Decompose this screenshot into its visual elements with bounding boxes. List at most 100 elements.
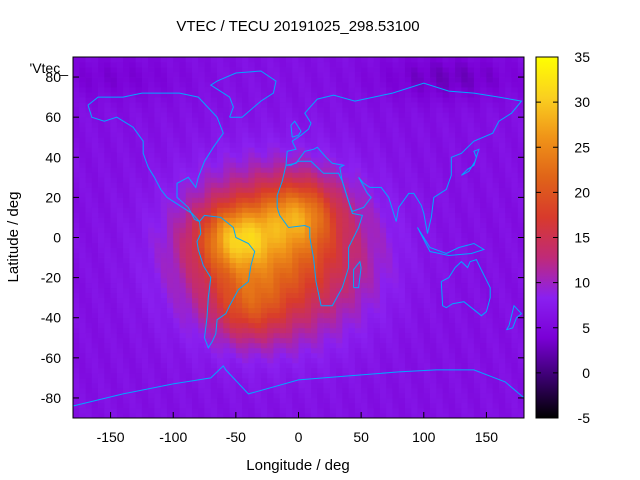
heatmap-cell [311,212,318,218]
heatmap-cell [392,117,400,123]
heatmap-cell [486,167,494,173]
heatmap-cell [235,152,243,158]
heatmap-cell [235,192,243,198]
heatmap-cell [91,307,99,314]
heatmap-cell [492,392,500,399]
heatmap-cell [242,402,249,409]
heatmap-cell [85,342,93,349]
heatmap-cell [223,412,230,419]
heatmap-cell [311,362,318,369]
heatmap-cell [116,117,124,123]
heatmap-cell [498,262,506,268]
heatmap-cell [192,182,199,188]
heatmap-cell [223,272,230,279]
heatmap-cell [317,67,324,73]
heatmap-cell [217,372,224,379]
heatmap-cell [505,327,512,334]
heatmap-cell [141,112,149,118]
heatmap-cell [204,317,212,324]
heatmap-cell [455,332,462,339]
heatmap-cell [210,182,218,188]
heatmap-cell [417,192,425,198]
heatmap-cell [135,317,143,324]
heatmap-cell [386,237,393,243]
heatmap-cell [116,252,124,258]
heatmap-cell [423,317,431,324]
heatmap-cell [166,357,174,364]
heatmap-cell [248,287,256,294]
heatmap-cell [160,242,168,248]
heatmap-cell [317,327,324,334]
heatmap-cell [235,397,243,404]
heatmap-cell [323,187,331,193]
heatmap-cell [254,377,262,384]
heatmap-cell [436,157,443,163]
heatmap-cell [298,352,306,359]
heatmap-cell [292,277,299,284]
heatmap-cell [179,372,187,379]
heatmap-cell [223,372,230,379]
heatmap-cell [311,282,318,289]
heatmap-cell [210,112,218,118]
heatmap-cell [448,352,456,359]
heatmap-cell [166,77,174,83]
heatmap-cell [486,247,494,253]
heatmap-cell [411,362,418,369]
heatmap-cell [204,112,212,118]
heatmap-cell [85,112,93,118]
heatmap-cell [279,332,287,339]
heatmap-cell [242,317,249,324]
heatmap-cell [98,192,105,198]
heatmap-cell [436,297,443,304]
heatmap-cell [73,192,80,198]
heatmap-cell [154,212,162,218]
heatmap-cell [154,77,162,83]
heatmap-cell [311,257,318,263]
heatmap-cell [192,347,199,354]
heatmap-cell [267,392,274,399]
heatmap-cell [260,292,268,299]
heatmap-cell [423,67,431,73]
heatmap-cell [79,172,86,178]
heatmap-cell [160,182,168,188]
heatmap-cell [242,62,249,68]
heatmap-cell [104,237,111,243]
heatmap-cell [336,122,343,128]
heatmap-cell [317,392,324,399]
heatmap-cell [486,212,494,218]
heatmap-cell [91,142,99,148]
heatmap-cell [336,357,343,364]
heatmap-cell [430,182,437,188]
heatmap-cell [154,302,162,309]
heatmap-cell [467,372,475,379]
heatmap-cell [166,232,174,238]
heatmap-cell [135,347,143,354]
heatmap-cell [298,142,306,148]
heatmap-cell [386,67,393,73]
heatmap-cell [279,382,287,389]
heatmap-cell [235,227,243,233]
heatmap-cell [104,367,111,374]
heatmap-cell [179,132,187,138]
heatmap-cell [404,377,412,384]
heatmap-cell [85,77,93,83]
heatmap-cell [154,262,162,268]
heatmap-cell [192,257,199,263]
heatmap-cell [185,67,193,73]
heatmap-cell [217,57,224,63]
heatmap-cell [229,267,237,273]
heatmap-cell [455,202,462,208]
heatmap-cell [248,297,256,304]
heatmap-cell [154,377,162,384]
heatmap-cell [455,72,462,78]
heatmap-cell [436,237,443,243]
heatmap-cell [379,177,387,183]
heatmap-cell [254,167,262,173]
heatmap-cell [229,317,237,324]
heatmap-cell [166,317,174,324]
heatmap-cell [104,327,111,334]
heatmap-cell [417,127,425,133]
heatmap-cell [367,367,375,374]
heatmap-cell [373,307,381,314]
heatmap-cell [217,387,224,394]
